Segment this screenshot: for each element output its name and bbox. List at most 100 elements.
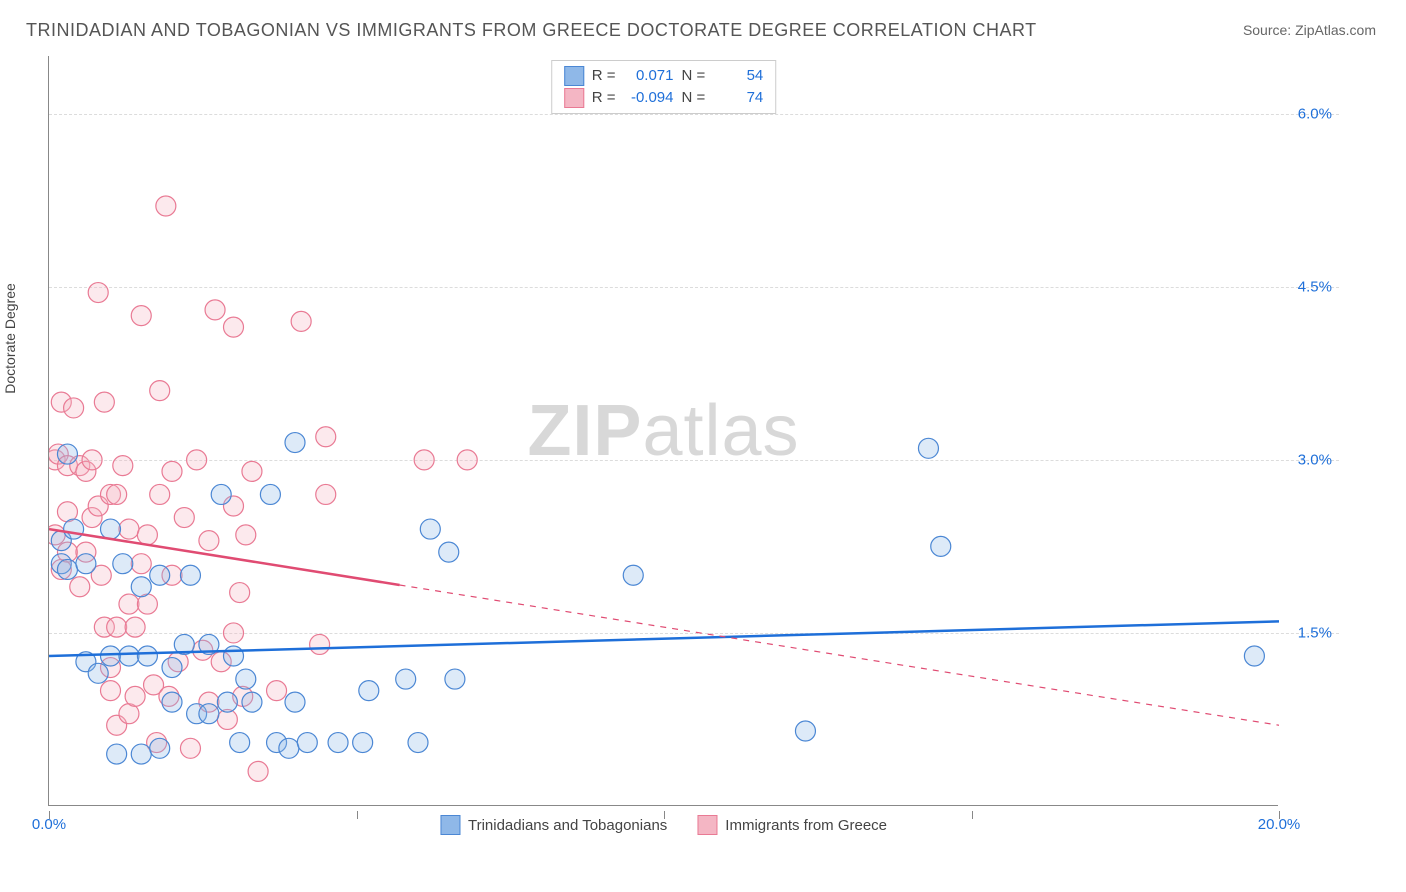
data-point [224, 317, 244, 337]
data-point [445, 669, 465, 689]
legend-top-row-2: R = -0.094 N = 74 [564, 87, 764, 109]
y-tick-label: 4.5% [1298, 278, 1332, 295]
data-point [57, 559, 77, 579]
data-point [137, 646, 157, 666]
r-label-2: R = [592, 87, 616, 109]
trend-line-dashed [400, 585, 1279, 725]
data-point [131, 306, 151, 326]
data-point [931, 536, 951, 556]
swatch-series-1 [564, 66, 584, 86]
data-point [242, 461, 262, 481]
swatch-series-2 [564, 88, 584, 108]
data-point [162, 692, 182, 712]
x-tick-label: 0.0% [32, 816, 66, 833]
scatter-svg [49, 56, 1279, 806]
data-point [396, 669, 416, 689]
data-point [353, 733, 373, 753]
data-point [101, 646, 121, 666]
data-point [310, 634, 330, 654]
data-point [457, 450, 477, 470]
chart-title: TRINIDADIAN AND TOBAGONIAN VS IMMIGRANTS… [26, 20, 1037, 41]
data-point [248, 761, 268, 781]
data-point [150, 381, 170, 401]
data-point [414, 450, 434, 470]
data-point [359, 681, 379, 701]
data-point [236, 525, 256, 545]
data-point [125, 686, 145, 706]
data-point [211, 484, 231, 504]
data-point [918, 438, 938, 458]
data-point [187, 450, 207, 470]
data-point [101, 519, 121, 539]
data-point [119, 519, 139, 539]
data-point [70, 577, 90, 597]
data-point [150, 738, 170, 758]
data-point [439, 542, 459, 562]
data-point [150, 484, 170, 504]
chart-area: ZIPatlas R = 0.071 N = 54 R = -0.094 N =… [48, 56, 1328, 826]
data-point [795, 721, 815, 741]
y-tick-label: 6.0% [1298, 105, 1332, 122]
data-point [260, 484, 280, 504]
data-point [408, 733, 428, 753]
data-point [623, 565, 643, 585]
y-tick-label: 3.0% [1298, 451, 1332, 468]
data-point [125, 617, 145, 637]
n-label: N = [682, 65, 706, 87]
legend-bottom-item-1: Trinidadians and Tobagonians [440, 815, 667, 835]
y-axis-label: Doctorate Degree [2, 283, 18, 394]
data-point [180, 738, 200, 758]
legend-bottom-item-2: Immigrants from Greece [697, 815, 887, 835]
data-point [285, 692, 305, 712]
data-point [57, 444, 77, 464]
data-point [199, 704, 219, 724]
data-point [420, 519, 440, 539]
data-point [316, 427, 336, 447]
r-value-1: 0.071 [624, 65, 674, 87]
plot-region: ZIPatlas R = 0.071 N = 54 R = -0.094 N =… [48, 56, 1278, 806]
data-point [88, 663, 108, 683]
n-label-2: N = [682, 87, 706, 109]
data-point [150, 565, 170, 585]
data-point [205, 300, 225, 320]
data-point [267, 681, 287, 701]
source-label: Source: ZipAtlas.com [1243, 22, 1376, 38]
data-point [162, 658, 182, 678]
data-point [174, 508, 194, 528]
r-label: R = [592, 65, 616, 87]
data-point [236, 669, 256, 689]
data-point [64, 519, 84, 539]
r-value-2: -0.094 [624, 87, 674, 109]
data-point [328, 733, 348, 753]
x-tick-label: 20.0% [1258, 816, 1301, 833]
data-point [64, 398, 84, 418]
data-point [82, 450, 102, 470]
data-point [101, 681, 121, 701]
legend-top-row-1: R = 0.071 N = 54 [564, 65, 764, 87]
y-tick-label: 1.5% [1298, 624, 1332, 641]
data-point [76, 554, 96, 574]
data-point [137, 525, 157, 545]
data-point [107, 617, 127, 637]
data-point [217, 692, 237, 712]
data-point [156, 196, 176, 216]
n-value-1: 54 [713, 65, 763, 87]
data-point [94, 392, 114, 412]
data-point [291, 311, 311, 331]
data-point [107, 484, 127, 504]
data-point [131, 744, 151, 764]
n-value-2: 74 [713, 87, 763, 109]
swatch-bottom-2 [697, 815, 717, 835]
data-point [131, 554, 151, 574]
data-point [162, 461, 182, 481]
legend-top: R = 0.071 N = 54 R = -0.094 N = 74 [551, 60, 777, 114]
data-point [180, 565, 200, 585]
legend-bottom: Trinidadians and Tobagonians Immigrants … [440, 815, 887, 835]
data-point [131, 577, 151, 597]
data-point [279, 738, 299, 758]
data-point [316, 484, 336, 504]
swatch-bottom-1 [440, 815, 460, 835]
legend-bottom-label-2: Immigrants from Greece [725, 817, 887, 834]
data-point [224, 623, 244, 643]
data-point [119, 594, 139, 614]
